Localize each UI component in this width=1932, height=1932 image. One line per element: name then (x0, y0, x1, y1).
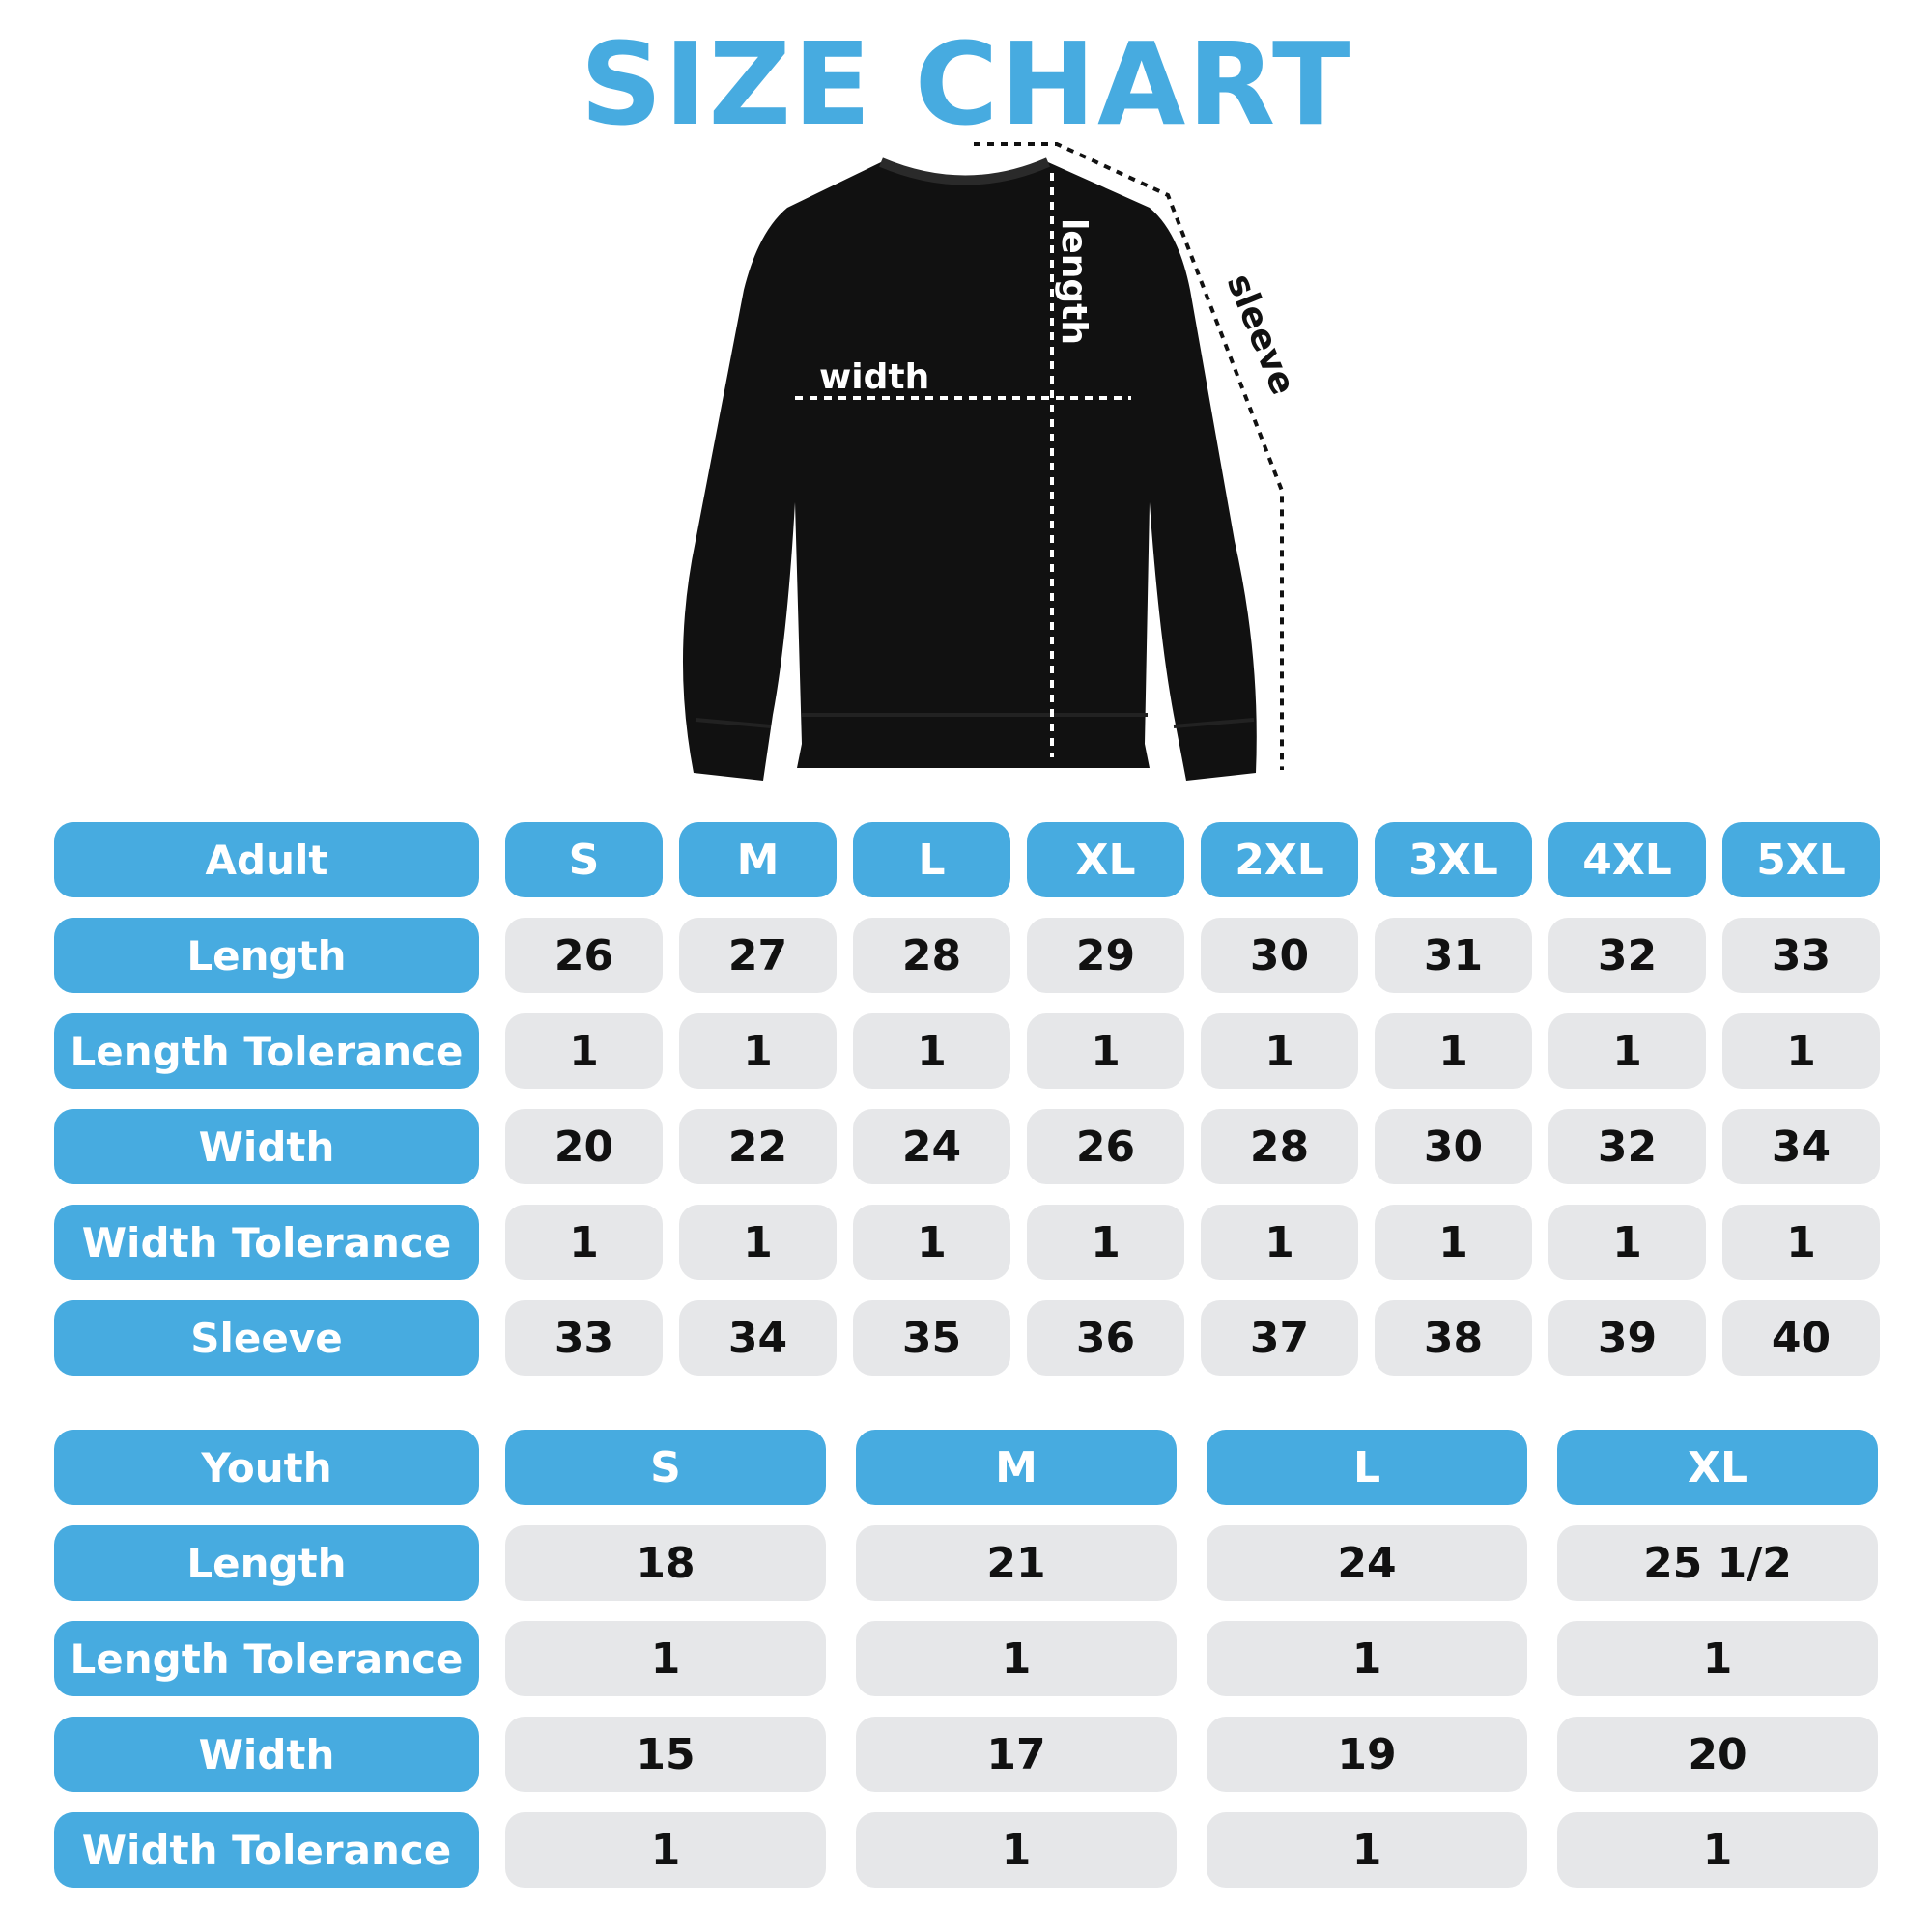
adult-table-cell: 1 (505, 1205, 663, 1280)
width-label: width (819, 357, 929, 397)
youth-table-cell: 1 (1207, 1621, 1527, 1696)
youth-table-cell: 1 (856, 1621, 1177, 1696)
adult-table-cell: 37 (1201, 1300, 1358, 1376)
adult-table-cell: 1 (1722, 1013, 1880, 1089)
sleeve-measure-line (974, 142, 1284, 770)
youth-table-cell: 1 (856, 1812, 1177, 1888)
youth-table-cell: 1 (1207, 1812, 1527, 1888)
youth-row-label: Length Tolerance (54, 1621, 479, 1696)
adult-table-cell: 1 (853, 1013, 1010, 1089)
adult-table-cell: 1 (1201, 1205, 1358, 1280)
adult-table-cell: 30 (1201, 918, 1358, 993)
adult-table-cell: 32 (1548, 1109, 1706, 1184)
length-label: length (1054, 218, 1094, 345)
youth-table-cell: 15 (505, 1717, 826, 1792)
adult-table-cell: 20 (505, 1109, 663, 1184)
adult-table-cell: 32 (1548, 918, 1706, 993)
page-title: SIZE CHART (580, 17, 1352, 151)
adult-size-2xl: 2XL (1201, 822, 1358, 897)
sweatshirt-image (682, 157, 1257, 781)
adult-size-3xl: 3XL (1375, 822, 1532, 897)
adult-size-5xl: 5XL (1722, 822, 1880, 897)
adult-table-cell: 22 (679, 1109, 837, 1184)
adult-table-cell: 29 (1027, 918, 1184, 993)
youth-size-m: M (856, 1430, 1177, 1505)
adult-table-cell: 1 (679, 1013, 837, 1089)
adult-table-cell: 1 (1027, 1205, 1184, 1280)
adult-table-cell: 31 (1375, 918, 1532, 993)
adult-row-label: Width Tolerance (54, 1205, 479, 1280)
sleeve-label: sleeve (1219, 269, 1303, 400)
adult-table-cell: 24 (853, 1109, 1010, 1184)
adult-table-cell: 1 (1722, 1205, 1880, 1280)
adult-row-label: Length Tolerance (54, 1013, 479, 1089)
adult-table-cell: 33 (1722, 918, 1880, 993)
youth-size-s: S (505, 1430, 826, 1505)
youth-table-cell: 1 (505, 1812, 826, 1888)
adult-size-m: M (679, 822, 837, 897)
adult-table-cell: 36 (1027, 1300, 1184, 1376)
youth-size-l: L (1207, 1430, 1527, 1505)
youth-row-label: Length (54, 1525, 479, 1601)
adult-size-4xl: 4XL (1548, 822, 1706, 897)
adult-row-label: Sleeve (54, 1300, 479, 1376)
youth-table-cell: 25 1/2 (1557, 1525, 1878, 1601)
adult-table-cell: 28 (1201, 1109, 1358, 1184)
youth-row-label: Width (54, 1717, 479, 1792)
adult-table-cell: 1 (1548, 1013, 1706, 1089)
youth-table-cell: 17 (856, 1717, 1177, 1792)
adult-table-cell: 1 (679, 1205, 837, 1280)
adult-table-cell: 1 (505, 1013, 663, 1089)
adult-table-cell: 30 (1375, 1109, 1532, 1184)
youth-header-label: Youth (54, 1430, 479, 1505)
adult-table-cell: 38 (1375, 1300, 1532, 1376)
adult-table-cell: 28 (853, 918, 1010, 993)
youth-table-cell: 21 (856, 1525, 1177, 1601)
adult-row-label: Length (54, 918, 479, 993)
adult-table-cell: 1 (1027, 1013, 1184, 1089)
adult-table-cell: 34 (679, 1300, 837, 1376)
adult-table-cell: 35 (853, 1300, 1010, 1376)
adult-table-cell: 33 (505, 1300, 663, 1376)
adult-header-label: Adult (54, 822, 479, 897)
adult-size-xl: XL (1027, 822, 1184, 897)
youth-table-cell: 24 (1207, 1525, 1527, 1601)
adult-table-cell: 1 (1201, 1013, 1358, 1089)
adult-table-cell: 39 (1548, 1300, 1706, 1376)
adult-table-cell: 40 (1722, 1300, 1880, 1376)
youth-table-cell: 19 (1207, 1717, 1527, 1792)
youth-table-cell: 1 (1557, 1621, 1878, 1696)
youth-table-cell: 18 (505, 1525, 826, 1601)
adult-size-s: S (505, 822, 663, 897)
youth-table-cell: 20 (1557, 1717, 1878, 1792)
adult-table-cell: 34 (1722, 1109, 1880, 1184)
adult-table-cell: 1 (1375, 1013, 1532, 1089)
adult-size-l: L (853, 822, 1010, 897)
adult-table-cell: 26 (505, 918, 663, 993)
adult-table-cell: 1 (1375, 1205, 1532, 1280)
youth-table-cell: 1 (1557, 1812, 1878, 1888)
adult-table-cell: 1 (1548, 1205, 1706, 1280)
adult-row-label: Width (54, 1109, 479, 1184)
adult-table-cell: 26 (1027, 1109, 1184, 1184)
youth-row-label: Width Tolerance (54, 1812, 479, 1888)
adult-table-cell: 1 (853, 1205, 1010, 1280)
adult-table-cell: 27 (679, 918, 837, 993)
youth-size-xl: XL (1557, 1430, 1878, 1505)
youth-table-cell: 1 (505, 1621, 826, 1696)
